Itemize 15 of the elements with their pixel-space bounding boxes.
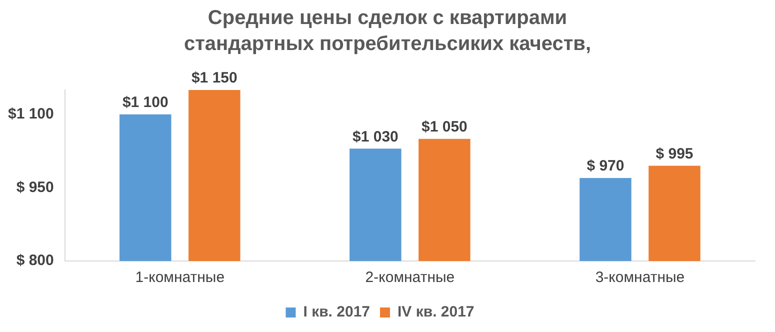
data-label: $ 970 [586,158,624,175]
data-label: $ 995 [656,145,694,162]
data-label: $1 030 [352,128,398,146]
x-tick-label: 1-комнатные [135,269,225,286]
y-tick-label: $1 100 [8,106,54,123]
legend-label: IV кв. 2017 [398,304,474,321]
y-tick-label: $ 800 [16,252,54,270]
chart-title: Средние цены сделок с квартирами стандартных потребительсиких качеств, [182,6,592,57]
legend-label: I кв. 2017 [303,304,370,321]
x-tick-label: 3-комнатные [595,269,685,286]
x-tick-label: 2-комнатные [365,269,455,286]
y-tick-label: $ 950 [16,178,54,196]
data-label: $1 100 [122,94,168,112]
data-label: $1 150 [191,70,238,87]
data-label: $1 050 [422,118,468,136]
